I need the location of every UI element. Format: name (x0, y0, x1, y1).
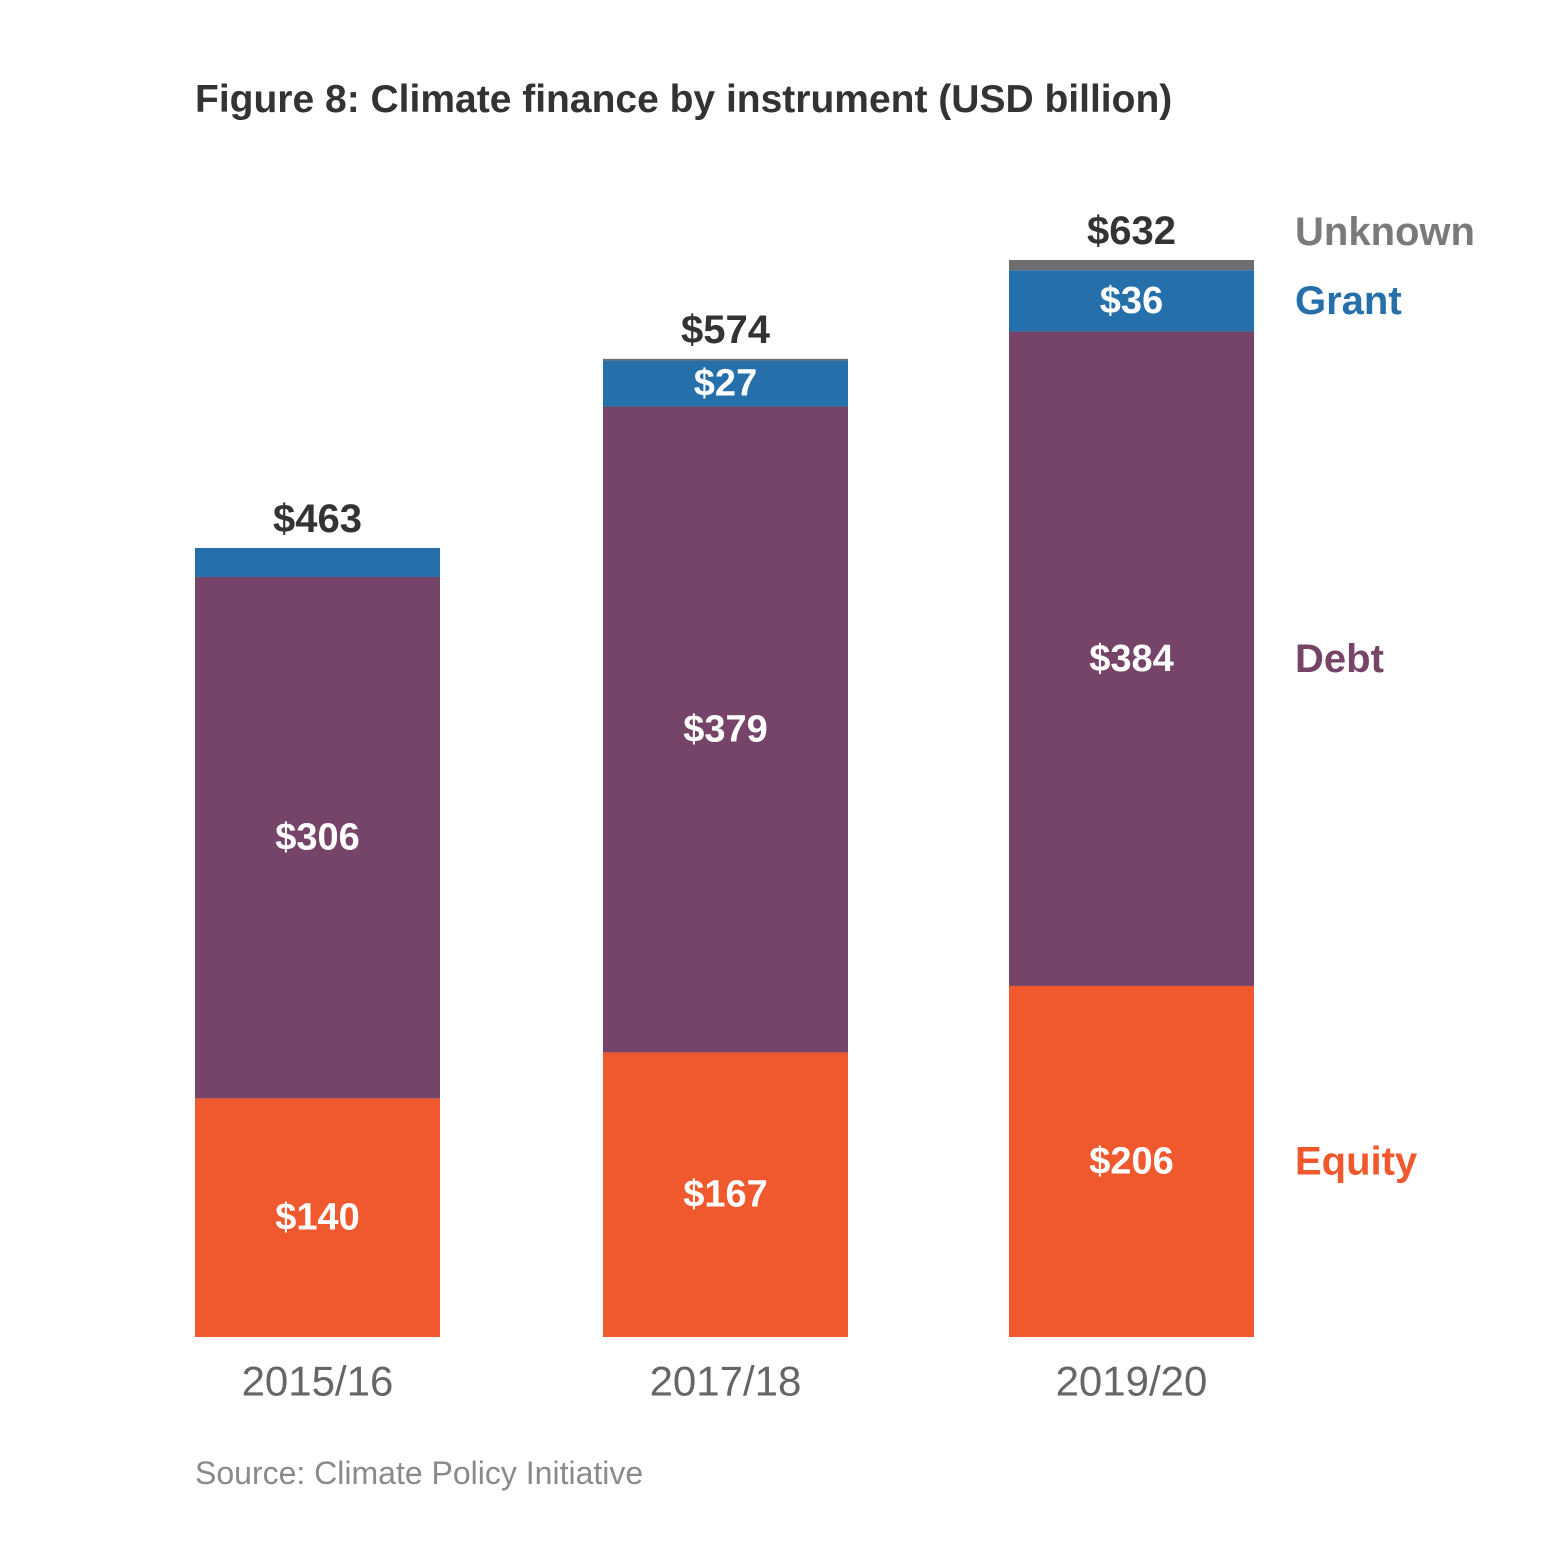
bar-segment-debt-2019-20 (1009, 331, 1254, 986)
legend-label-equity: Equity (1295, 1139, 1418, 1183)
bar-segment-grant-2015-16 (195, 547, 440, 577)
labels-layer: $140 $306 $463 2015/16 $167 $379 $27 $574 2017/1… (242, 209, 1208, 1405)
segment-label-grant-2017-18: $27 (694, 363, 757, 405)
total-label-2015-16: $463 (273, 497, 362, 541)
segment-label-debt-2017-18: $379 (683, 708, 768, 750)
total-label-2019-20: $632 (1087, 209, 1176, 253)
segment-label-equity-2019-20: $206 (1089, 1140, 1174, 1182)
legend-label-debt: Debt (1295, 637, 1384, 681)
legend-label-grant: Grant (1295, 279, 1402, 323)
legend-label-unknown: Unknown (1295, 210, 1475, 254)
bar-segment-equity-2015-16 (195, 1098, 440, 1337)
bar-segment-grant-2017-18 (603, 360, 848, 407)
segment-label-equity-2015-16: $140 (275, 1197, 360, 1239)
bars-layer (195, 260, 1254, 1337)
total-label-2017-18: $574 (681, 308, 771, 352)
bar-segment-debt-2017-18 (603, 406, 848, 1053)
bar-segment-equity-2019-20 (1009, 985, 1254, 1337)
bar-segment-grant-2019-20 (1009, 270, 1254, 332)
legend-layer: Equity Debt Grant Unknown (1295, 210, 1475, 1183)
chart-source: Source: Climate Policy Initiative (195, 1455, 644, 1491)
bar-segment-unknown-2017-18 (603, 358, 848, 361)
segment-label-debt-2015-16: $306 (275, 817, 360, 859)
category-label-2019-20: 2019/20 (1056, 1358, 1208, 1405)
bar-segment-debt-2015-16 (195, 576, 440, 1099)
chart-title: Figure 8: Climate finance by instrument … (195, 78, 1173, 121)
category-label-2015-16: 2015/16 (242, 1358, 394, 1405)
segment-label-grant-2019-20: $36 (1100, 280, 1163, 322)
bar-segment-equity-2017-18 (603, 1052, 848, 1337)
category-label-2017-18: 2017/18 (650, 1358, 802, 1405)
segment-label-equity-2017-18: $167 (683, 1174, 768, 1216)
segment-label-debt-2019-20: $384 (1089, 638, 1174, 680)
bar-segment-unknown-2019-20 (1009, 260, 1254, 271)
